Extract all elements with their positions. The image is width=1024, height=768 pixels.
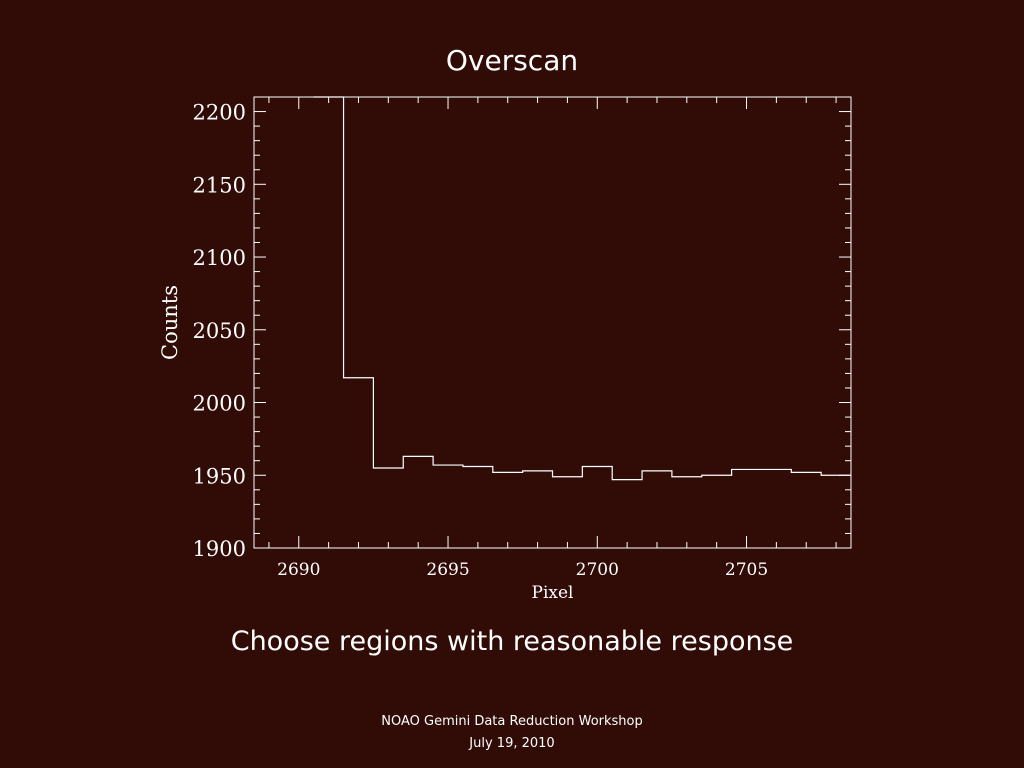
x-tick-label: 2695: [426, 560, 469, 580]
chart-data-layer: [313, 96, 851, 481]
x-tick-label: 2705: [725, 560, 768, 580]
y-tick-label: 2200: [193, 101, 246, 125]
chart-axes: 1900 1950 2000 2050 2100 2150 2200 2690 2695 2700…: [158, 96, 852, 603]
y-tick-label: 1950: [193, 464, 246, 488]
y-tick-label: 1900: [193, 537, 246, 561]
body-text: Choose regions with reasonable response: [230, 626, 794, 657]
x-tick-label: 2690: [277, 560, 320, 580]
y-axis-label: Counts: [158, 285, 182, 360]
footer-date: July 19, 2010: [469, 736, 555, 751]
x-tick-label: 2700: [576, 560, 619, 580]
x-axis-label: Pixel: [532, 583, 574, 603]
y-tick-label: 2000: [193, 392, 246, 416]
footer-workshop: NOAO Gemini Data Reduction Workshop: [381, 714, 643, 729]
plot-frame: [253, 96, 852, 549]
overscan-chart: 1900 1950 2000 2050 2100 2150 2200 2690 2695 2700…: [158, 96, 852, 603]
y-tick-label: 2100: [193, 246, 246, 270]
slide-title: Overscan: [445, 44, 579, 77]
series-line: [313, 96, 851, 481]
y-tick-label: 2050: [193, 319, 246, 343]
y-tick-label: 2150: [193, 173, 246, 197]
